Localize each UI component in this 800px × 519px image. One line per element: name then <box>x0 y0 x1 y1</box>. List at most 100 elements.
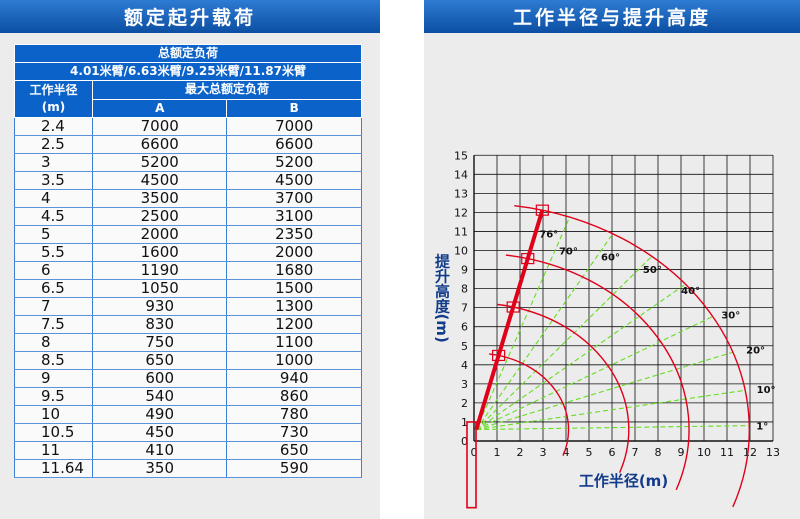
load-a-cell: 3500 <box>91 189 228 208</box>
y-tick-label: 7 <box>461 302 468 315</box>
boom-arc <box>514 204 751 508</box>
y-axis-label: 提升高度(m) <box>433 253 451 342</box>
radius-cell: 3.5 <box>14 171 93 190</box>
y-tick-label: 8 <box>461 283 468 296</box>
table-row: 5.5 1600 2000 <box>14 243 362 262</box>
load-b-cell: 730 <box>226 423 362 442</box>
table-row: 6.5 1050 1500 <box>14 279 362 298</box>
y-tick-label: 9 <box>461 264 468 277</box>
rated-load-table: 总额定负荷 4.01米臂/6.63米臂/9.25米臂/11.87米臂 工作半径 … <box>14 44 363 478</box>
load-b-cell: 1100 <box>226 333 362 352</box>
load-a-cell: 410 <box>91 441 228 460</box>
load-b-cell: 590 <box>226 459 362 478</box>
boom-angle-line <box>476 425 750 431</box>
boom-angle-line <box>476 351 734 431</box>
y-tick-label: 3 <box>461 378 468 391</box>
table-row: 8.5 650 1000 <box>14 351 362 370</box>
load-b-cell: 780 <box>226 405 362 424</box>
crane-column <box>466 421 477 509</box>
header-radius-label: 工作半径 <box>29 83 78 97</box>
radius-cell: 11 <box>14 441 93 460</box>
header-col-a: A <box>91 98 228 118</box>
radius-cell: 9 <box>14 369 93 388</box>
load-b-cell: 1200 <box>226 315 362 334</box>
boom <box>474 209 545 431</box>
x-tick-label: 8 <box>655 446 662 459</box>
table-row: 8 750 1100 <box>14 333 362 352</box>
load-b-cell: 2350 <box>226 225 362 244</box>
x-tick-label: 3 <box>540 446 547 459</box>
y-tick-label: 5 <box>461 340 468 353</box>
radius-cell: 11.64 <box>14 459 93 478</box>
load-a-cell: 450 <box>91 423 228 442</box>
boom-angle-line <box>476 316 713 431</box>
boom-angle-line <box>475 216 571 430</box>
table-row: 11.64 350 590 <box>14 459 362 478</box>
load-b-cell: 3100 <box>226 207 362 226</box>
load-b-cell: 1000 <box>226 351 362 370</box>
table-row: 3 5200 5200 <box>14 153 362 172</box>
radius-cell: 2.5 <box>14 135 93 154</box>
radius-cell: 7 <box>14 297 93 316</box>
x-tick-label: 9 <box>678 446 685 459</box>
radius-cell: 8.5 <box>14 351 93 370</box>
boom-angle-label: 10° <box>757 385 776 396</box>
load-a-cell: 1050 <box>91 279 228 298</box>
header-working-radius: 工作半径 (m) <box>14 80 93 118</box>
load-b-cell: 7000 <box>226 117 362 136</box>
load-table-body: 2.4 7000 7000 2.5 6600 6600 3 5200 5200 3.5 4500 45… <box>14 117 362 478</box>
y-tick-label: 14 <box>454 168 468 181</box>
load-a-cell: 830 <box>91 315 228 334</box>
radius-cell: 9.5 <box>14 387 93 406</box>
boom-arc <box>489 353 570 456</box>
boom-angle-label: 50° <box>643 265 662 276</box>
load-b-cell: 6600 <box>226 135 362 154</box>
radius-height-chart: 0 1 2 3 4 5 6 7 8 9 10 11 12 130123456789101112131415… <box>433 149 780 509</box>
table-row: 3.5 4500 4500 <box>14 171 362 190</box>
boom-angle-label: 20° <box>746 345 765 356</box>
x-tick-label: 12 <box>743 446 757 459</box>
boom-section-joint <box>535 204 549 216</box>
radius-height-title: 工作半径与提升高度 <box>424 0 800 33</box>
x-tick-label: 7 <box>632 446 639 459</box>
y-tick-label: 6 <box>461 321 468 334</box>
x-tick-label: 6 <box>609 446 616 459</box>
load-b-cell: 4500 <box>226 171 362 190</box>
boom-arc <box>505 254 690 491</box>
radius-cell: 3 <box>14 153 93 172</box>
x-axis-label: 工作半径(m) <box>579 472 668 490</box>
header-radius-unit: (m) <box>41 100 66 114</box>
boom-angle-label: 30° <box>721 310 740 321</box>
boom-section-joint <box>521 252 535 265</box>
table-row: 9.5 540 860 <box>14 387 362 406</box>
x-tick-label: 13 <box>766 446 780 459</box>
boom-arc <box>497 303 630 474</box>
table-row: 4.5 2500 3100 <box>14 207 362 226</box>
x-tick-label: 1 <box>494 446 501 459</box>
load-a-cell: 490 <box>91 405 228 424</box>
load-b-cell: 860 <box>226 387 362 406</box>
y-tick-label: 4 <box>461 359 468 372</box>
header-max-rated-load: 最大总额定负荷 <box>91 80 363 100</box>
boom-angle-label: 60° <box>601 252 620 263</box>
load-b-cell: 5200 <box>226 153 362 172</box>
load-a-cell: 350 <box>91 459 228 478</box>
table-row: 2.4 7000 7000 <box>14 117 362 136</box>
radius-cell: 4 <box>14 189 93 208</box>
y-tick-label: 11 <box>454 225 468 238</box>
load-a-cell: 2000 <box>91 225 228 244</box>
radius-cell: 10.5 <box>14 423 93 442</box>
radius-cell: 5.5 <box>14 243 93 262</box>
load-b-cell: 2000 <box>226 243 362 262</box>
load-b-cell: 1300 <box>226 297 362 316</box>
load-a-cell: 600 <box>91 369 228 388</box>
radius-cell: 6 <box>14 261 93 280</box>
radius-cell: 5 <box>14 225 93 244</box>
load-a-cell: 4500 <box>91 171 228 190</box>
x-tick-label: 11 <box>720 446 734 459</box>
table-row: 5 2000 2350 <box>14 225 362 244</box>
table-row: 7 930 1300 <box>14 297 362 316</box>
load-a-cell: 7000 <box>91 117 228 136</box>
load-a-cell: 540 <box>91 387 228 406</box>
boom-angle-label: 70° <box>559 247 578 258</box>
